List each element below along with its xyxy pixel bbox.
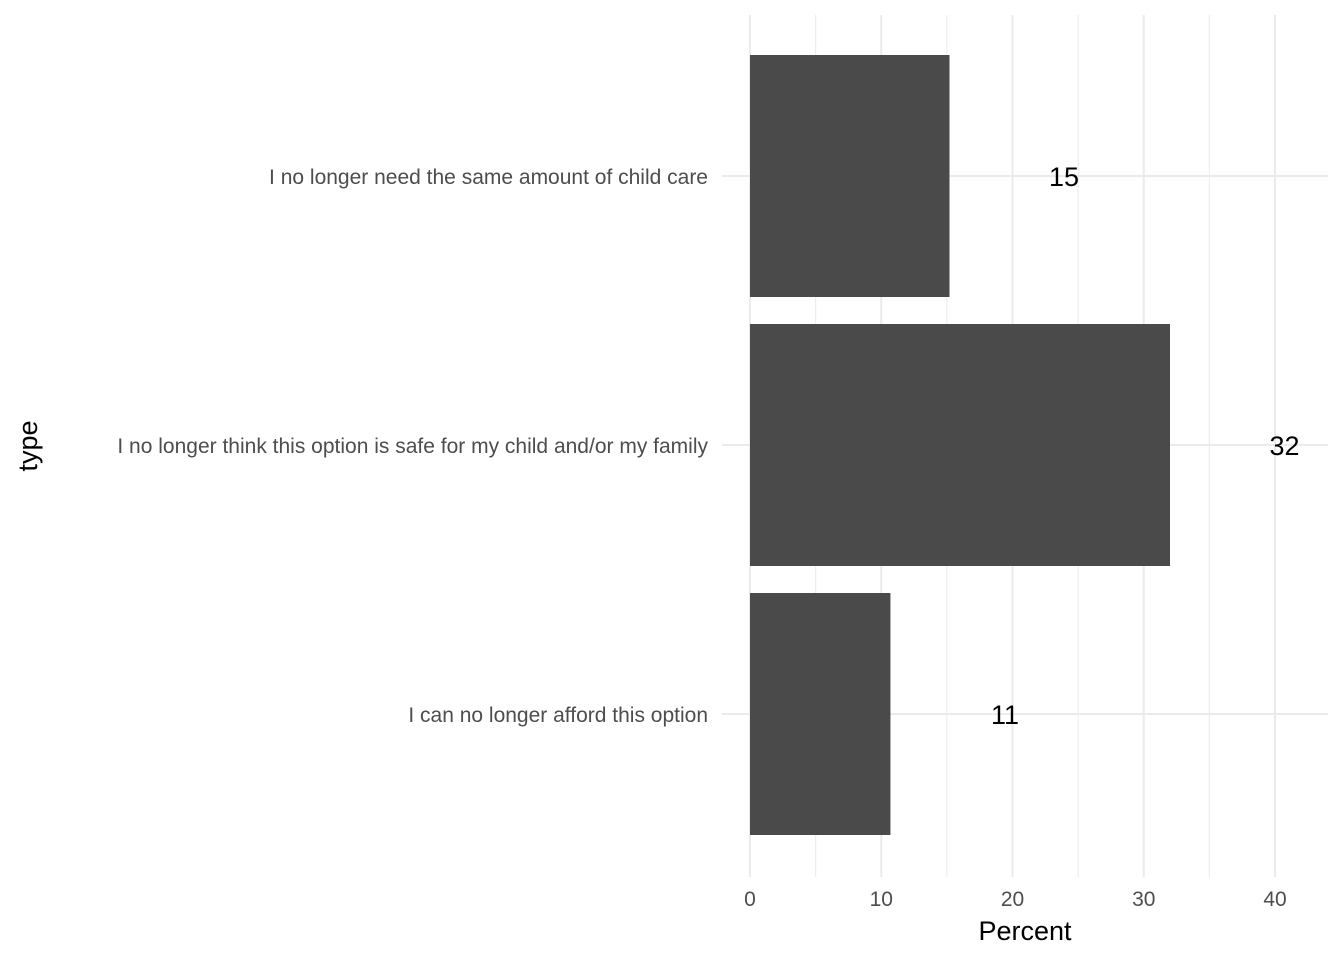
- data-label: 32: [1270, 431, 1300, 461]
- data-label: 11: [991, 700, 1019, 730]
- data-labels: 15 32 11: [991, 162, 1300, 730]
- category-labels: I no longer need the same amount of chil…: [117, 166, 708, 727]
- x-tick-label: 10: [870, 888, 893, 911]
- x-tick-label: 40: [1263, 888, 1286, 911]
- x-tick-label: 30: [1132, 888, 1155, 911]
- x-tick-labels: 0 10 20 30 40: [744, 888, 1287, 911]
- x-axis-title: Percent: [978, 916, 1072, 946]
- y-axis-title: type: [13, 420, 43, 471]
- category-label: I no longer think this option is safe fo…: [117, 435, 708, 458]
- bar: [750, 593, 891, 835]
- data-label: 15: [1049, 162, 1079, 192]
- bar: [750, 324, 1170, 566]
- category-label: I no longer need the same amount of chil…: [269, 166, 708, 189]
- x-tick-label: 0: [744, 888, 756, 911]
- bar: [750, 55, 950, 297]
- bars: [750, 55, 1170, 835]
- category-label: I can no longer afford this option: [408, 704, 708, 727]
- x-tick-label: 20: [1001, 888, 1024, 911]
